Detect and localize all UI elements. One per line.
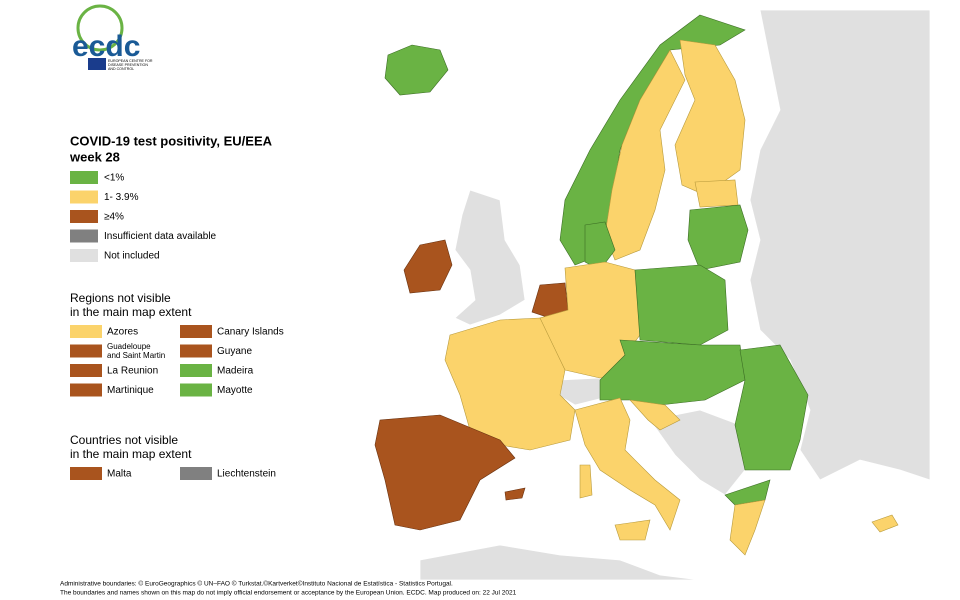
- logo-subtitle: DISEASE PREVENTION: [108, 63, 148, 67]
- ireland: [403, 239, 453, 294]
- croatia: [629, 399, 681, 431]
- iceland: [384, 44, 449, 96]
- estonia: [694, 179, 739, 208]
- legend-swatch: [70, 229, 98, 243]
- legend-label: ≥4%: [104, 212, 124, 223]
- balkans: [649, 409, 746, 496]
- legend-label: Not included: [104, 251, 160, 262]
- legend-swatch: [70, 171, 98, 184]
- section-title: Regions not visible: [70, 291, 171, 305]
- region-label: Guadeloupe: [107, 342, 151, 351]
- region-swatch: [180, 325, 212, 338]
- region-label: and Saint Martin: [107, 351, 165, 360]
- region-label: Mayotte: [217, 385, 253, 396]
- denmark: [584, 221, 616, 271]
- legend-label: Insufficient data available: [104, 231, 217, 242]
- footer: Administrative boundaries: © EuroGeograp…: [60, 580, 517, 597]
- region-label: La Reunion: [107, 366, 158, 377]
- logo-globe: [76, 4, 124, 52]
- region-swatch: [180, 364, 212, 377]
- romania-bulgaria: [734, 344, 809, 471]
- baltics: [687, 204, 749, 271]
- region-swatch: [70, 467, 102, 480]
- region-swatch: [70, 325, 102, 338]
- legend-swatch: [70, 190, 98, 204]
- balearics: [504, 487, 526, 501]
- logo-name: ecdc: [72, 30, 140, 63]
- section-title: in the main map extent: [70, 447, 192, 461]
- legend-swatch: [70, 210, 98, 223]
- region-swatch: [70, 383, 102, 397]
- region-swatch: [70, 364, 102, 377]
- legend-title: week 28: [69, 149, 120, 164]
- finland: [674, 39, 746, 196]
- region-label: Canary Islands: [217, 327, 284, 338]
- region-label: Liechtenstein: [217, 469, 276, 480]
- greece: [729, 499, 766, 556]
- sardinia: [579, 464, 593, 499]
- region-swatch: [70, 344, 102, 358]
- region-swatch: [180, 383, 212, 397]
- footer-text: The boundaries and names shown on this m…: [60, 590, 517, 597]
- cyprus: [871, 514, 899, 533]
- iberia: [374, 414, 516, 531]
- region-label: Guyane: [217, 346, 252, 357]
- eu-flag: [88, 58, 106, 70]
- legend-title: COVID-19 test positivity, EU/EEA: [70, 133, 273, 148]
- sicily: [614, 519, 651, 541]
- legend-swatch: [70, 249, 98, 262]
- logo-subtitle: EUROPEAN CENTRE FOR: [108, 59, 153, 63]
- region-swatch: [180, 467, 212, 480]
- region-label: Malta: [107, 469, 132, 480]
- map: [374, 9, 931, 581]
- logo-subtitle: AND CONTROL: [108, 67, 134, 71]
- region-label: Madeira: [217, 366, 254, 377]
- section-title: in the main map extent: [70, 305, 192, 319]
- poland: [634, 264, 729, 346]
- italy: [574, 397, 681, 531]
- section-title: Countries not visible: [70, 433, 178, 447]
- united-kingdom: [454, 189, 526, 326]
- region-swatch: [180, 344, 212, 358]
- france: [444, 317, 576, 451]
- legend-label: 1- 3.9%: [104, 192, 139, 203]
- sweden: [604, 49, 686, 261]
- region-label: Martinique: [107, 385, 154, 396]
- north-africa: [419, 544, 701, 581]
- footer-text: Administrative boundaries: © EuroGeograp…: [60, 580, 453, 588]
- region-label: Azores: [107, 327, 138, 338]
- legend-label: <1%: [104, 173, 124, 184]
